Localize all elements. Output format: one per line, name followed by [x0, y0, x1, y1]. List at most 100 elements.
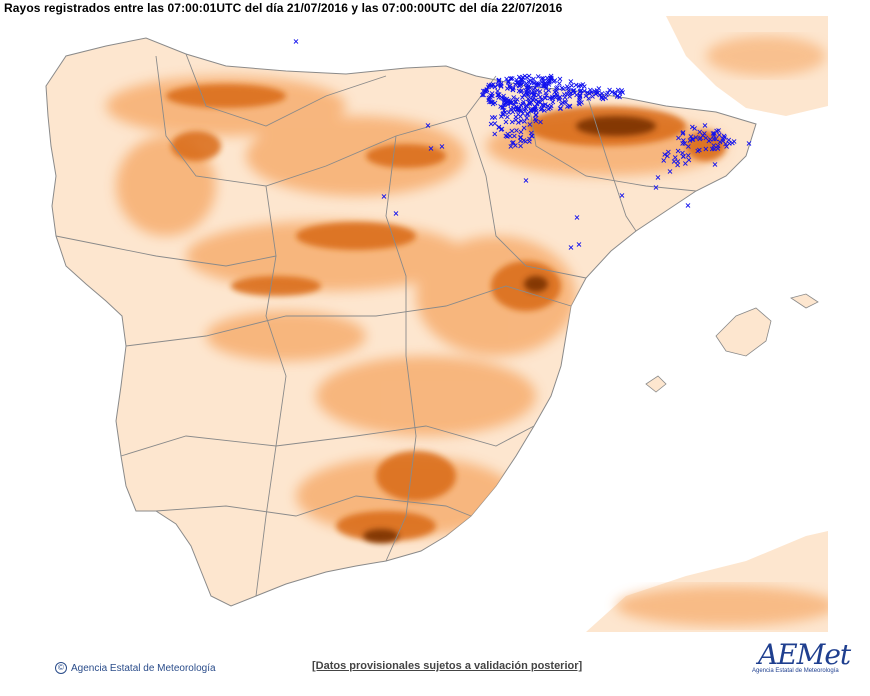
lightning-strike-mark: ×: [557, 104, 564, 113]
lightning-strike-mark: ×: [672, 153, 679, 162]
lightning-strike-mark: ×: [503, 95, 510, 104]
lightning-strike-mark: ×: [485, 94, 492, 103]
lightning-strike-mark: ×: [523, 87, 530, 96]
lightning-strike-mark: ×: [715, 126, 722, 135]
lightning-strike-mark: ×: [489, 82, 496, 91]
lightning-strike-mark: ×: [539, 81, 546, 90]
lightning-strike-mark: ×: [568, 81, 575, 90]
lightning-strike-mark: ×: [518, 87, 525, 96]
lightning-strike-mark: ×: [566, 92, 573, 101]
lightning-strike-mark: ×: [504, 132, 511, 141]
lightning-strike-mark: ×: [498, 93, 505, 102]
lightning-strike-mark: ×: [488, 91, 495, 100]
lightning-strike-mark: ×: [515, 78, 522, 87]
lightning-strike-mark: ×: [560, 84, 567, 93]
lightning-strike-mark: ×: [510, 138, 517, 147]
lightning-strike-mark: ×: [529, 132, 536, 141]
lightning-strike-mark: ×: [514, 105, 521, 114]
lightning-strike-mark: ×: [505, 97, 512, 106]
lightning-strike-mark: ×: [602, 94, 609, 103]
lightning-strike-mark: ×: [500, 94, 507, 103]
map-canvas: ×× ×××× ××××××××××××××××× ×××××××××××××××××…: [45, 16, 828, 632]
lightning-strike-mark: ×: [577, 81, 584, 90]
lightning-strike-mark: ×: [542, 93, 549, 102]
lightning-map: × × × × × × × × × × × × × × × × × × × × × × × × × × × × × × × × × × × × × × × ×…: [26, 16, 828, 632]
lightning-strike-mark: ×: [503, 118, 510, 127]
lightning-strike-mark: ×: [541, 82, 548, 91]
lightning-strike-mark: ×: [488, 97, 495, 106]
lightning-strike-mark: ×: [504, 113, 511, 122]
lightning-strike-mark: ×: [531, 85, 538, 94]
lightning-strike-mark: ×: [680, 136, 687, 145]
lightning-strike-mark: ×: [606, 85, 613, 94]
lightning-strike-mark: ×: [537, 92, 544, 101]
lightning-strike-mark: ×: [508, 142, 515, 151]
aemet-logo-subtitle: Agencia Estatal de Meteorología: [752, 668, 839, 674]
lightning-strike-mark: ×: [746, 139, 753, 148]
lightning-strike-mark: ×: [719, 137, 726, 146]
lightning-strike-mark: ×: [516, 86, 523, 95]
lightning-strike-mark: ×: [515, 105, 522, 114]
lightning-strike-mark: ×: [529, 89, 536, 98]
lightning-strike-mark: ×: [595, 88, 602, 97]
lightning-strike-mark: ×: [502, 95, 509, 104]
lightning-strike-mark: ×: [692, 133, 699, 142]
lightning-strike-mark: ×: [507, 84, 514, 93]
lightning-strike-mark: ×: [489, 113, 496, 122]
lightning-strike-mark: ×: [522, 137, 529, 146]
lightning-strike-mark: ×: [439, 142, 446, 151]
lightning-strike-mark: ×: [504, 84, 511, 93]
lightning-strike-mark: ×: [531, 79, 538, 88]
mallorca-island: [715, 307, 772, 357]
lightning-strike-mark: ×: [689, 122, 696, 131]
lightning-strike-mark: ×: [542, 93, 549, 102]
lightning-strike-mark: ×: [509, 74, 516, 83]
lightning-strike-mark: ×: [581, 82, 588, 91]
lightning-strike-mark: ×: [526, 137, 533, 146]
lightning-strike-mark: ×: [491, 82, 498, 91]
provisional-data-note: [Datos provisionales sujetos a validació…: [312, 660, 583, 672]
lightning-strike-mark: ×: [503, 99, 510, 108]
lightning-strike-mark: ×: [502, 132, 509, 141]
lightning-strike-mark: ×: [549, 93, 556, 102]
lightning-strike-mark: ×: [611, 88, 618, 97]
lightning-strike-mark: ×: [523, 88, 530, 97]
lightning-strike-mark: ×: [538, 77, 545, 86]
lightning-strike-mark: ×: [660, 156, 667, 165]
lightning-strike-mark: ×: [573, 91, 580, 100]
lightning-strike-mark: ×: [489, 91, 496, 100]
lightning-strike-mark: ×: [542, 89, 549, 98]
lightning-strike-mark: ×: [535, 79, 542, 88]
lightning-strike-mark: ×: [530, 90, 537, 99]
lightning-strike-mark: ×: [712, 160, 719, 169]
lightning-strike-mark: ×: [562, 93, 569, 102]
lightning-strike-mark: ×: [513, 113, 520, 122]
lightning-strike-mark: ×: [532, 83, 539, 92]
lightning-strike-mark: ×: [705, 137, 712, 146]
lightning-strike-mark: ×: [694, 147, 701, 156]
lightning-strike-mark: ×: [501, 96, 508, 105]
lightning-strike-mark: ×: [528, 98, 535, 107]
lightning-strike-mark: ×: [519, 75, 526, 84]
lightning-strike-mark: ×: [541, 101, 548, 110]
lightning-strike-mark: ×: [525, 110, 532, 119]
lightning-strike-mark: ×: [573, 81, 580, 90]
lightning-strike-mark: ×: [685, 142, 692, 151]
lightning-strike-mark: ×: [568, 89, 575, 98]
lightning-strike-mark: ×: [571, 86, 578, 95]
lightning-strike-mark: ×: [506, 108, 513, 117]
lightning-strike-mark: ×: [545, 77, 552, 86]
lightning-strike-mark: ×: [551, 77, 558, 86]
lightning-strike-mark: ×: [532, 117, 539, 126]
lightning-strike-mark: ×: [616, 93, 623, 102]
lightning-strike-mark: ×: [731, 137, 738, 146]
lightning-strike-mark: ×: [685, 201, 692, 210]
lightning-strike-mark: ×: [498, 125, 505, 134]
lightning-strike-mark: ×: [524, 90, 531, 99]
lightning-strike-mark: ×: [604, 89, 611, 98]
lightning-strike-mark: ×: [559, 84, 566, 93]
lightning-strike-mark: ×: [553, 84, 560, 93]
lightning-strike-mark: ×: [524, 80, 531, 89]
lightning-strike-mark: ×: [532, 111, 539, 120]
lightning-strike-mark: ×: [596, 84, 603, 93]
